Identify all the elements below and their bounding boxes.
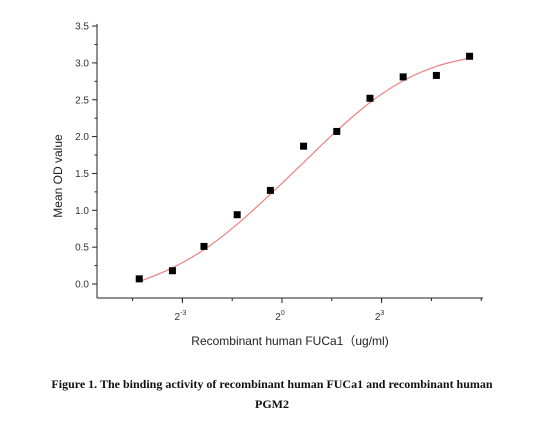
x-axis-label: Recombinant human FUCa1（ug/ml): [191, 334, 388, 348]
data-point: [135, 275, 143, 283]
y-tick-label: 3.5: [75, 22, 89, 33]
y-tick-label: 3.0: [75, 58, 89, 69]
data-point: [200, 242, 208, 250]
data-point: [432, 71, 440, 79]
y-tick-label: 0.5: [75, 243, 89, 254]
data-point: [333, 127, 341, 135]
caption-line-2: PGM2: [255, 397, 289, 411]
y-tick-label: 1.0: [75, 206, 89, 217]
data-point: [168, 267, 176, 275]
data-point: [233, 211, 241, 219]
fit-curve: [139, 57, 472, 283]
x-tick-label: 20: [275, 310, 285, 323]
y-tick-label: 2.0: [75, 132, 89, 143]
y-axis-label: Mean OD value: [51, 134, 65, 218]
y-tick-label: 1.5: [75, 169, 89, 180]
y-axis: 0.0 0.5 1.0 1.5 2.0 2.5 3.0 3.5: [75, 22, 98, 298]
binding-activity-chart: 0.0 0.5 1.0 1.5 2.0 2.5 3.0 3.5 2-3 20 23 Mean OD…: [51, 22, 483, 348]
y-tick-label: 0.0: [75, 280, 89, 291]
x-axis: 2-3 20 23: [97, 297, 483, 323]
data-point: [300, 142, 308, 150]
data-point: [366, 94, 374, 102]
x-tick-label: 23: [375, 310, 385, 323]
figure-caption: Figure 1. The binding activity of recomb…: [10, 374, 534, 414]
x-tick-label: 2-3: [175, 310, 187, 323]
y-tick-label: 2.5: [75, 95, 89, 106]
data-point: [399, 73, 407, 81]
data-point: [466, 52, 474, 60]
caption-line-1: Figure 1. The binding activity of recomb…: [51, 377, 493, 391]
data-point: [266, 186, 274, 194]
